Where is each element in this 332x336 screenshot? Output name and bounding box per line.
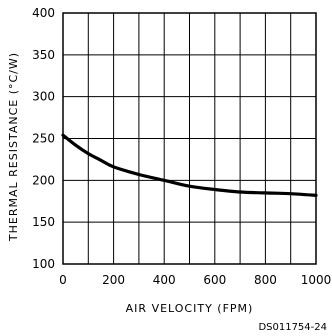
y-tick-label: 150: [32, 215, 55, 229]
plot-frame: [62, 12, 317, 265]
x-tick-label: 600: [203, 273, 226, 287]
grid: [63, 13, 316, 264]
x-tick-label: 200: [102, 273, 125, 287]
x-axis-label: AIR VELOCITY (FPM): [126, 302, 254, 315]
figure-code: DS011754-24: [258, 322, 327, 333]
y-tick-label: 350: [32, 48, 55, 62]
series-line: [61, 133, 318, 197]
x-tick-label: 400: [153, 273, 176, 287]
y-axis-label: THERMAL RESISTANCE (°C/W): [7, 52, 20, 242]
y-tick-label: 200: [32, 173, 55, 187]
x-tick-labels: 0 200 400 600 800 1000: [59, 273, 331, 287]
x-tick-label: 0: [59, 273, 67, 287]
x-tick-label: 1000: [301, 273, 332, 287]
y-tick-label: 400: [32, 6, 55, 20]
y-tick-label: 250: [32, 132, 55, 146]
y-tick-label: 300: [32, 90, 55, 104]
x-tick-label: 800: [254, 273, 277, 287]
y-tick-label: 100: [32, 257, 55, 271]
series-layer: [61, 133, 318, 197]
y-tick-labels: 100 150 200 250 300 350 400: [32, 6, 55, 271]
